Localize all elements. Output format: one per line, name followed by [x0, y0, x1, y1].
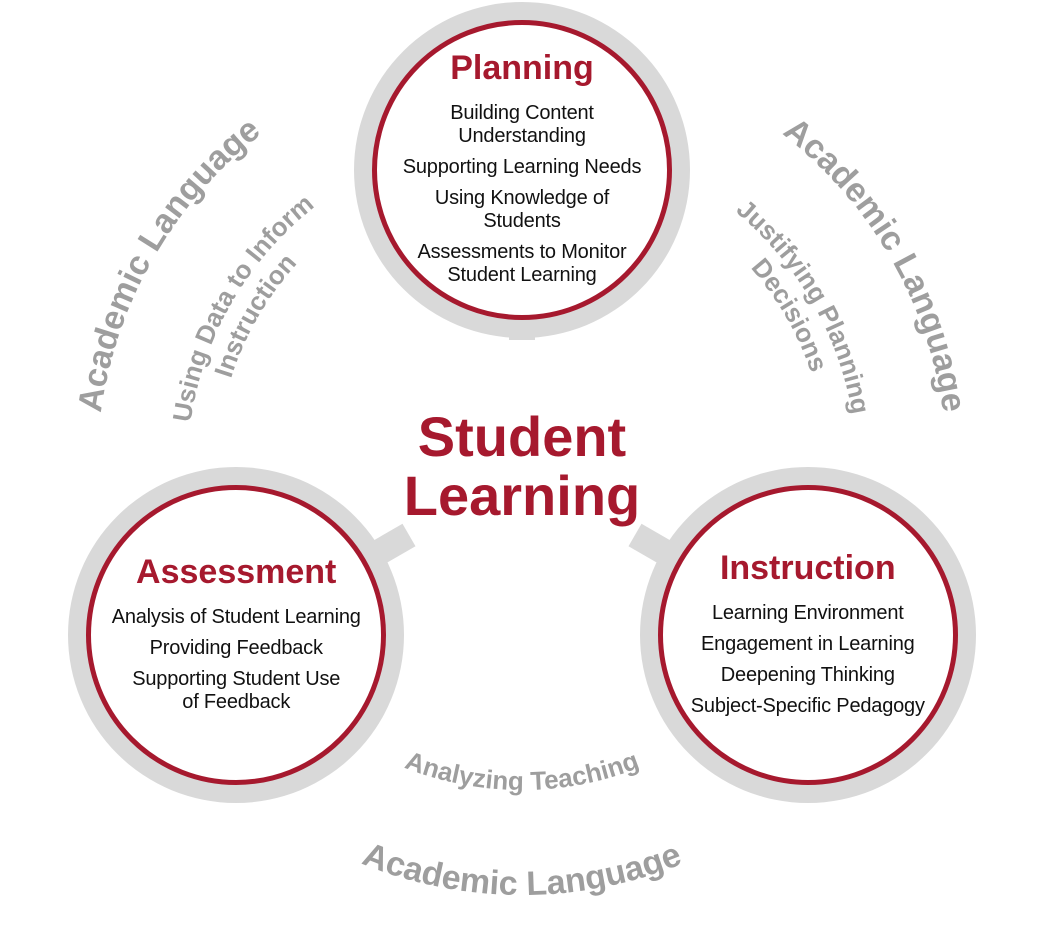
node-item: Subject-Specific Pedagogy	[691, 695, 925, 718]
arc-label: Justifying Planning	[731, 193, 876, 416]
arc-label: Using Data to Inform	[167, 188, 319, 424]
arc-label: Academic Language	[358, 835, 687, 903]
node-item: Supporting Learning Needs	[403, 156, 642, 179]
arc-label: Instruction	[208, 248, 302, 381]
node-item: Assessments to Monitor Student Learning	[417, 241, 626, 287]
node-planning: Planning Building Content Understanding Su…	[372, 20, 672, 320]
center-title: Student Learning	[322, 408, 722, 526]
node-item: Deepening Thinking	[721, 664, 895, 687]
arc-label: Analyzing Teaching	[402, 745, 643, 796]
diagram-stage: Student Learning Academic LanguageUsing …	[0, 0, 1044, 937]
node-title-instruction: Instruction	[720, 549, 896, 588]
node-item: Using Knowledge of Students	[395, 187, 649, 233]
node-title-planning: Planning	[450, 49, 594, 88]
arc-label: Decisions	[746, 252, 834, 375]
node-item: Analysis of Student Learning	[112, 606, 361, 629]
node-item: Building Content Understanding	[395, 102, 649, 148]
arc-label: Academic Language	[777, 110, 973, 414]
node-instruction: Instruction Learning Environment Engagemen…	[658, 485, 958, 785]
node-item: Providing Feedback	[150, 637, 323, 660]
node-item: Supporting Student Use of Feedback	[132, 668, 340, 714]
node-assessment: Assessment Analysis of Student Learning Pr…	[86, 485, 386, 785]
node-item: Engagement in Learning	[701, 633, 915, 656]
arc-label: Academic Language	[71, 110, 267, 414]
node-title-assessment: Assessment	[136, 553, 336, 592]
node-item: Learning Environment	[712, 602, 904, 625]
